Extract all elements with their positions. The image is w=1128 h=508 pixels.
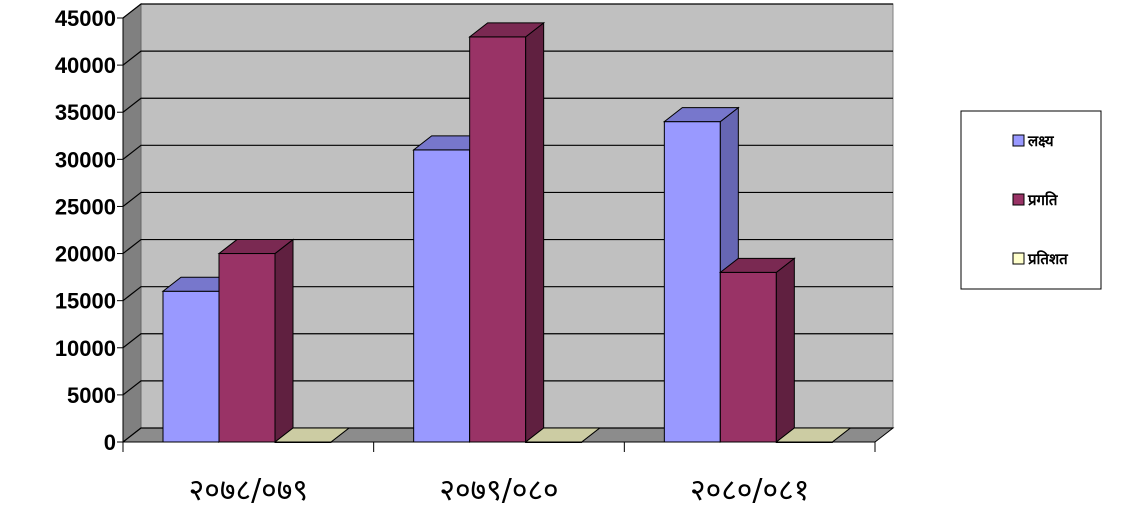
gridline: [122, 191, 893, 207]
axes: [117, 17, 876, 452]
legend-swatch: [1012, 193, 1025, 206]
y-tick-label: 20000: [55, 242, 116, 267]
gridline: [122, 238, 893, 255]
bar-top: [718, 257, 796, 273]
gridline: [122, 333, 893, 349]
bar-side: [775, 257, 795, 444]
legend-label: लक्ष्य: [1027, 132, 1055, 150]
bar-side: [525, 21, 545, 444]
legend-box: [960, 110, 1102, 290]
gridline: [122, 97, 893, 113]
legend-swatch: [1012, 134, 1025, 147]
gridline: [122, 380, 893, 396]
y-tick-label: 5000: [67, 383, 116, 408]
bar-top: [468, 22, 546, 38]
legend-label: प्रतिशत: [1027, 250, 1069, 268]
bar: [718, 257, 796, 444]
legend-entry: लक्ष्य: [1012, 132, 1055, 150]
y-tick-label: 15000: [55, 289, 116, 314]
legend-entry: प्रतिशत: [1012, 250, 1069, 268]
gridline: [122, 286, 893, 302]
x-tick-label: २०८०/०८१: [690, 473, 809, 508]
bar-front: [162, 290, 220, 443]
bar-top: [662, 107, 740, 123]
bars: [161, 21, 852, 444]
bar-side: [274, 238, 294, 444]
bar-top: [217, 239, 295, 255]
bar-front: [469, 36, 527, 443]
x-tick-label: २०७८/०७९: [189, 473, 308, 508]
y-tick-label: 45000: [55, 6, 116, 31]
gridline: [122, 3, 893, 19]
x-axis-tick-labels: २०७८/०७९ २०७९/०८० २०८०/०८१: [189, 473, 810, 508]
bar: [217, 238, 295, 444]
legend-entry: प्रगति: [1012, 191, 1059, 209]
y-tick-label: 25000: [55, 194, 116, 219]
y-axis-tick-labels: 0 5000 10000 15000 20000 25000 30000 35000 40000…: [55, 6, 116, 455]
x-tick-label: २०७९/०८०: [439, 473, 558, 508]
y-tick-label: 35000: [55, 100, 116, 125]
bar: [468, 21, 546, 444]
gridline: [122, 427, 893, 443]
y-tick-label: 40000: [55, 53, 116, 78]
bar-front: [218, 253, 276, 443]
legend-label: प्रगति: [1027, 191, 1059, 209]
bar-front: [413, 149, 471, 443]
legend: लक्ष्य प्रगति प्रतिशत: [960, 110, 1102, 290]
y-tick-label: 30000: [55, 147, 116, 172]
side-wall: [122, 2, 142, 444]
bar-front: [663, 121, 721, 443]
y-tick-label: 0: [104, 430, 116, 455]
gridline: [122, 50, 893, 66]
y-tick-label: 10000: [55, 336, 116, 361]
gridlines: [122, 3, 893, 443]
gridline: [122, 144, 893, 160]
bar-front: [719, 271, 777, 443]
legend-swatch: [1012, 252, 1025, 265]
